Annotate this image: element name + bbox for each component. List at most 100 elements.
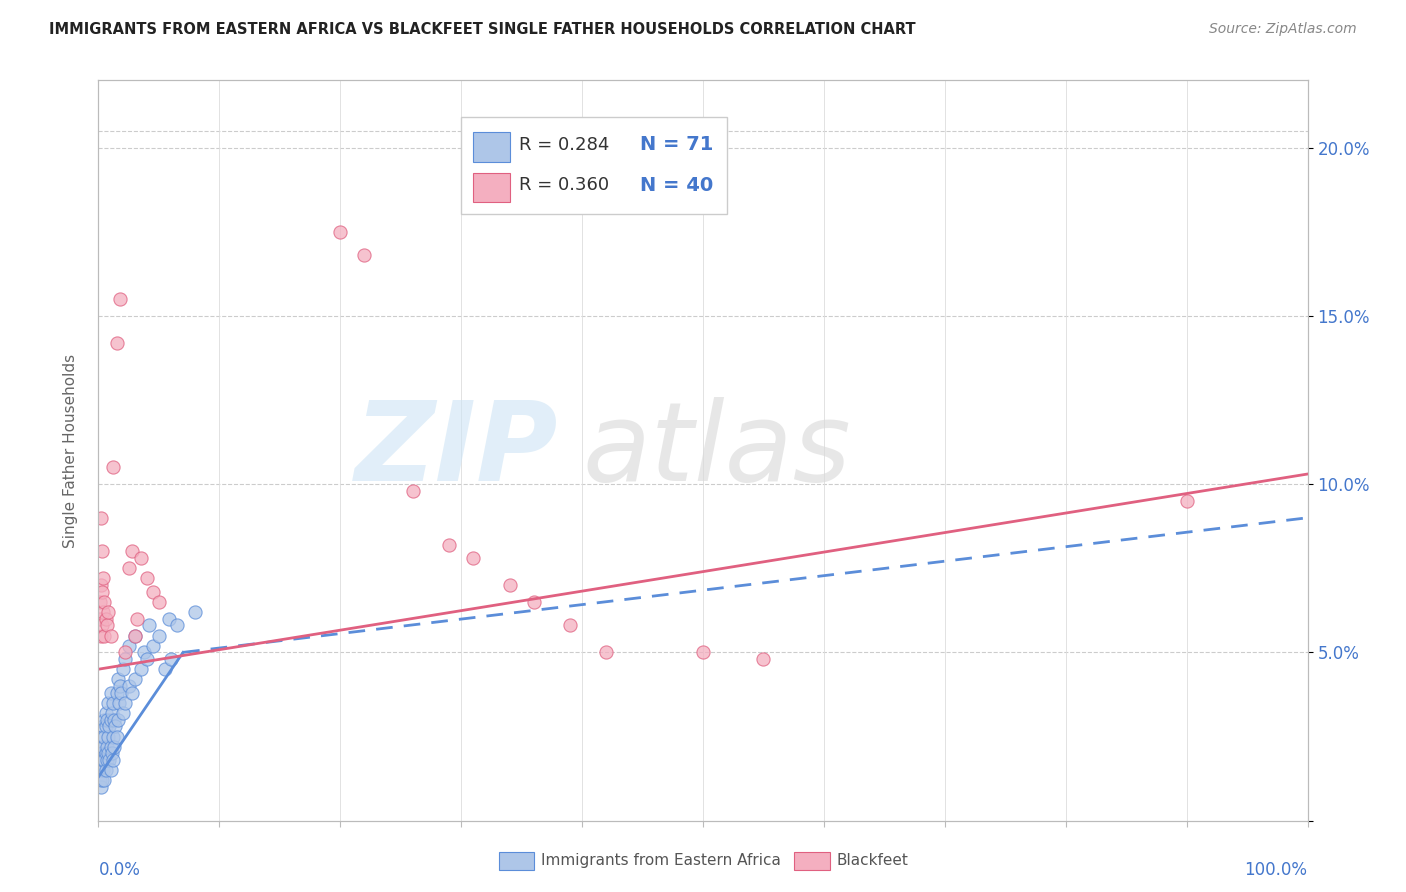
- Point: [157, 612, 180, 626]
- Text: R = 0.284: R = 0.284: [519, 136, 610, 153]
- Text: R = 0.360: R = 0.360: [519, 177, 609, 194]
- Point: [124, 628, 146, 642]
- Point: [90, 753, 112, 767]
- Text: IMMIGRANTS FROM EASTERN AFRICA VS BLACKFEET SINGLE FATHER HOUSEHOLDS CORRELATION: IMMIGRANTS FROM EASTERN AFRICA VS BLACKF…: [49, 22, 915, 37]
- Point: [101, 753, 124, 767]
- Point: [105, 335, 128, 350]
- Point: [100, 686, 122, 700]
- Point: [97, 605, 120, 619]
- Point: [114, 652, 136, 666]
- Point: [89, 753, 111, 767]
- Point: [135, 652, 157, 666]
- Point: [93, 753, 115, 767]
- Point: [103, 713, 125, 727]
- Point: [93, 713, 115, 727]
- Point: [118, 561, 141, 575]
- Text: Blackfeet: Blackfeet: [837, 854, 908, 868]
- Point: [752, 652, 775, 666]
- Point: [97, 696, 120, 710]
- Point: [91, 753, 114, 767]
- Point: [184, 605, 207, 619]
- Point: [94, 747, 117, 761]
- Point: [121, 686, 143, 700]
- Point: [558, 618, 581, 632]
- Point: [91, 571, 114, 585]
- Point: [91, 584, 114, 599]
- Bar: [474, 173, 509, 202]
- Point: [93, 730, 115, 744]
- Point: [129, 662, 152, 676]
- Point: [101, 460, 124, 475]
- Point: [97, 747, 120, 761]
- Point: [89, 612, 111, 626]
- Point: [523, 595, 546, 609]
- Point: [90, 739, 112, 754]
- Point: [142, 584, 165, 599]
- Point: [111, 662, 134, 676]
- Point: [134, 645, 156, 659]
- Point: [91, 763, 114, 777]
- Point: [160, 652, 183, 666]
- Point: [91, 605, 114, 619]
- Point: [93, 628, 115, 642]
- Point: [437, 538, 460, 552]
- Point: [91, 719, 114, 733]
- Point: [103, 739, 125, 754]
- Point: [135, 571, 157, 585]
- Point: [90, 510, 112, 524]
- Point: [93, 773, 115, 788]
- Text: N = 71: N = 71: [640, 136, 713, 154]
- Point: [100, 747, 122, 761]
- Point: [94, 706, 117, 720]
- Point: [94, 612, 117, 626]
- Point: [100, 713, 122, 727]
- Point: [107, 713, 129, 727]
- Point: [89, 747, 111, 761]
- Text: atlas: atlas: [582, 397, 851, 504]
- Point: [96, 753, 118, 767]
- Point: [91, 618, 114, 632]
- Text: 0.0%: 0.0%: [98, 861, 141, 879]
- Point: [100, 739, 122, 754]
- Point: [108, 679, 131, 693]
- Point: [94, 719, 117, 733]
- Point: [148, 628, 170, 642]
- Point: [127, 612, 149, 626]
- Point: [107, 673, 129, 687]
- Point: [100, 628, 122, 642]
- Point: [142, 639, 165, 653]
- Point: [108, 292, 131, 306]
- Text: N = 40: N = 40: [640, 176, 713, 195]
- Point: [692, 645, 714, 659]
- Point: [124, 628, 146, 642]
- Point: [353, 248, 375, 262]
- Point: [114, 696, 136, 710]
- Point: [100, 706, 122, 720]
- Point: [90, 628, 112, 642]
- Point: [91, 747, 114, 761]
- Point: [89, 773, 111, 788]
- Point: [114, 645, 136, 659]
- Point: [118, 639, 141, 653]
- Y-axis label: Single Father Households: Single Father Households: [63, 353, 77, 548]
- Point: [91, 739, 114, 754]
- Point: [93, 595, 115, 609]
- Point: [96, 739, 118, 754]
- Point: [89, 763, 111, 777]
- Point: [118, 679, 141, 693]
- Point: [104, 719, 127, 733]
- Point: [153, 662, 176, 676]
- Point: [100, 763, 122, 777]
- Point: [91, 730, 114, 744]
- Point: [96, 618, 118, 632]
- Point: [101, 730, 124, 744]
- Point: [138, 618, 160, 632]
- Point: [1175, 494, 1198, 508]
- Point: [108, 696, 131, 710]
- Point: [463, 551, 485, 566]
- Point: [96, 713, 118, 727]
- Point: [89, 595, 111, 609]
- Point: [98, 753, 121, 767]
- Text: Immigrants from Eastern Africa: Immigrants from Eastern Africa: [541, 854, 782, 868]
- Text: Source: ZipAtlas.com: Source: ZipAtlas.com: [1209, 22, 1357, 37]
